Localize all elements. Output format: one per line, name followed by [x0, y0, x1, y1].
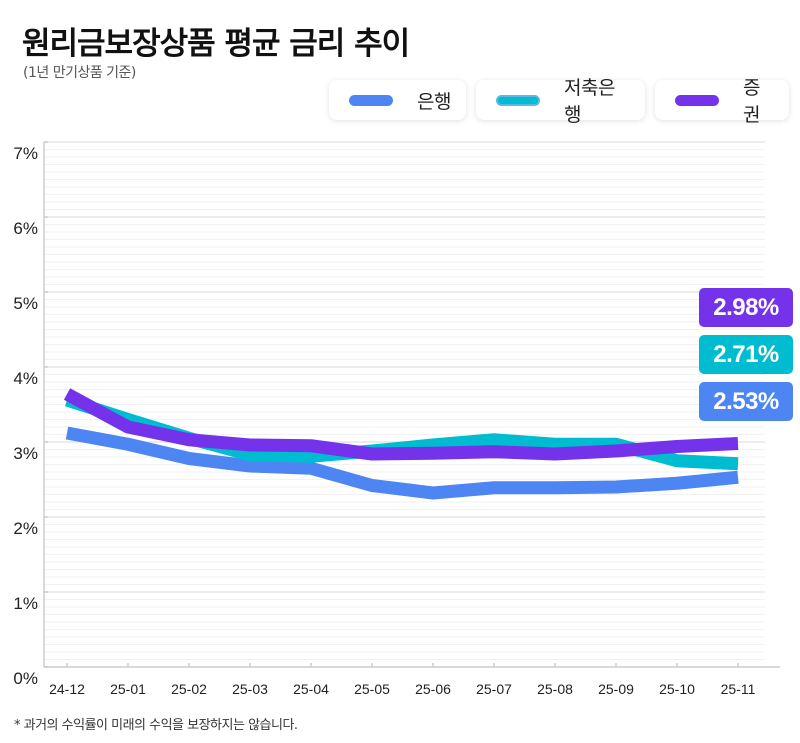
- legend-item-savings-bank[interactable]: 저축은행: [476, 77, 645, 126]
- x-tick-label: 25-08: [537, 681, 573, 697]
- x-tick-label: 25-03: [232, 681, 268, 697]
- y-tick-label: 5%: [13, 294, 38, 313]
- x-tick-label: 25-05: [354, 681, 390, 697]
- end-label-savings-bank: 2.71%: [699, 335, 793, 374]
- x-tick-label: 24-12: [49, 681, 85, 697]
- x-tick-label: 25-01: [110, 681, 146, 697]
- end-label-bank: 2.53%: [699, 382, 793, 421]
- series-line-securities: [63, 388, 739, 461]
- x-tick-label: 25-06: [415, 681, 451, 697]
- chart-subtitle: (1년 만기상품 기준): [23, 65, 136, 81]
- x-tick-label: 25-10: [659, 681, 695, 697]
- y-tick-label: 2%: [13, 519, 38, 538]
- y-axis-tick-labels: 0% 1% 2% 3% 4% 5% 6% 7%: [13, 144, 38, 688]
- x-tick-label: 25-04: [293, 681, 329, 697]
- x-tick-label: 25-02: [171, 681, 207, 697]
- y-tick-label: 1%: [13, 594, 38, 613]
- x-axis-tick-labels: 24-12 25-01 25-02 25-03 25-04 25-05 25-06 25-07…: [49, 681, 755, 697]
- legend-item-securities[interactable]: 증권: [655, 77, 789, 126]
- chart-title: 원리금보장상품 평균 금리 추이: [22, 26, 410, 62]
- legend-swatch-bank: [349, 94, 393, 106]
- grid: [44, 141, 765, 660]
- legend-swatch-savings-bank: [496, 94, 540, 106]
- footnote: * 과거의 수익률이 미래의 수익을 보장하지는 않습니다.: [14, 718, 298, 733]
- legend-label-securities: 증권: [743, 77, 760, 126]
- axes: [43, 141, 780, 668]
- y-tick-label: 6%: [13, 219, 38, 238]
- y-tick-label: 3%: [13, 444, 38, 463]
- x-tick-label: 25-11: [721, 681, 756, 697]
- y-tick-label: 0%: [13, 669, 38, 688]
- series-line-bank: [65, 426, 739, 500]
- y-tick-label: 4%: [13, 369, 38, 388]
- series-lines: [63, 388, 739, 500]
- legend-item-bank[interactable]: 은행: [329, 80, 466, 120]
- x-tick-label: 25-07: [476, 681, 512, 697]
- end-label-securities: 2.98%: [699, 288, 793, 327]
- x-tick-label: 25-09: [598, 681, 634, 697]
- legend-label-bank: 은행: [417, 90, 451, 113]
- y-tick-label: 7%: [13, 144, 38, 163]
- legend-swatch-securities: [675, 94, 719, 106]
- legend-label-savings-bank: 저축은행: [564, 77, 615, 126]
- legend: 은행 저축은행 증권: [329, 77, 789, 126]
